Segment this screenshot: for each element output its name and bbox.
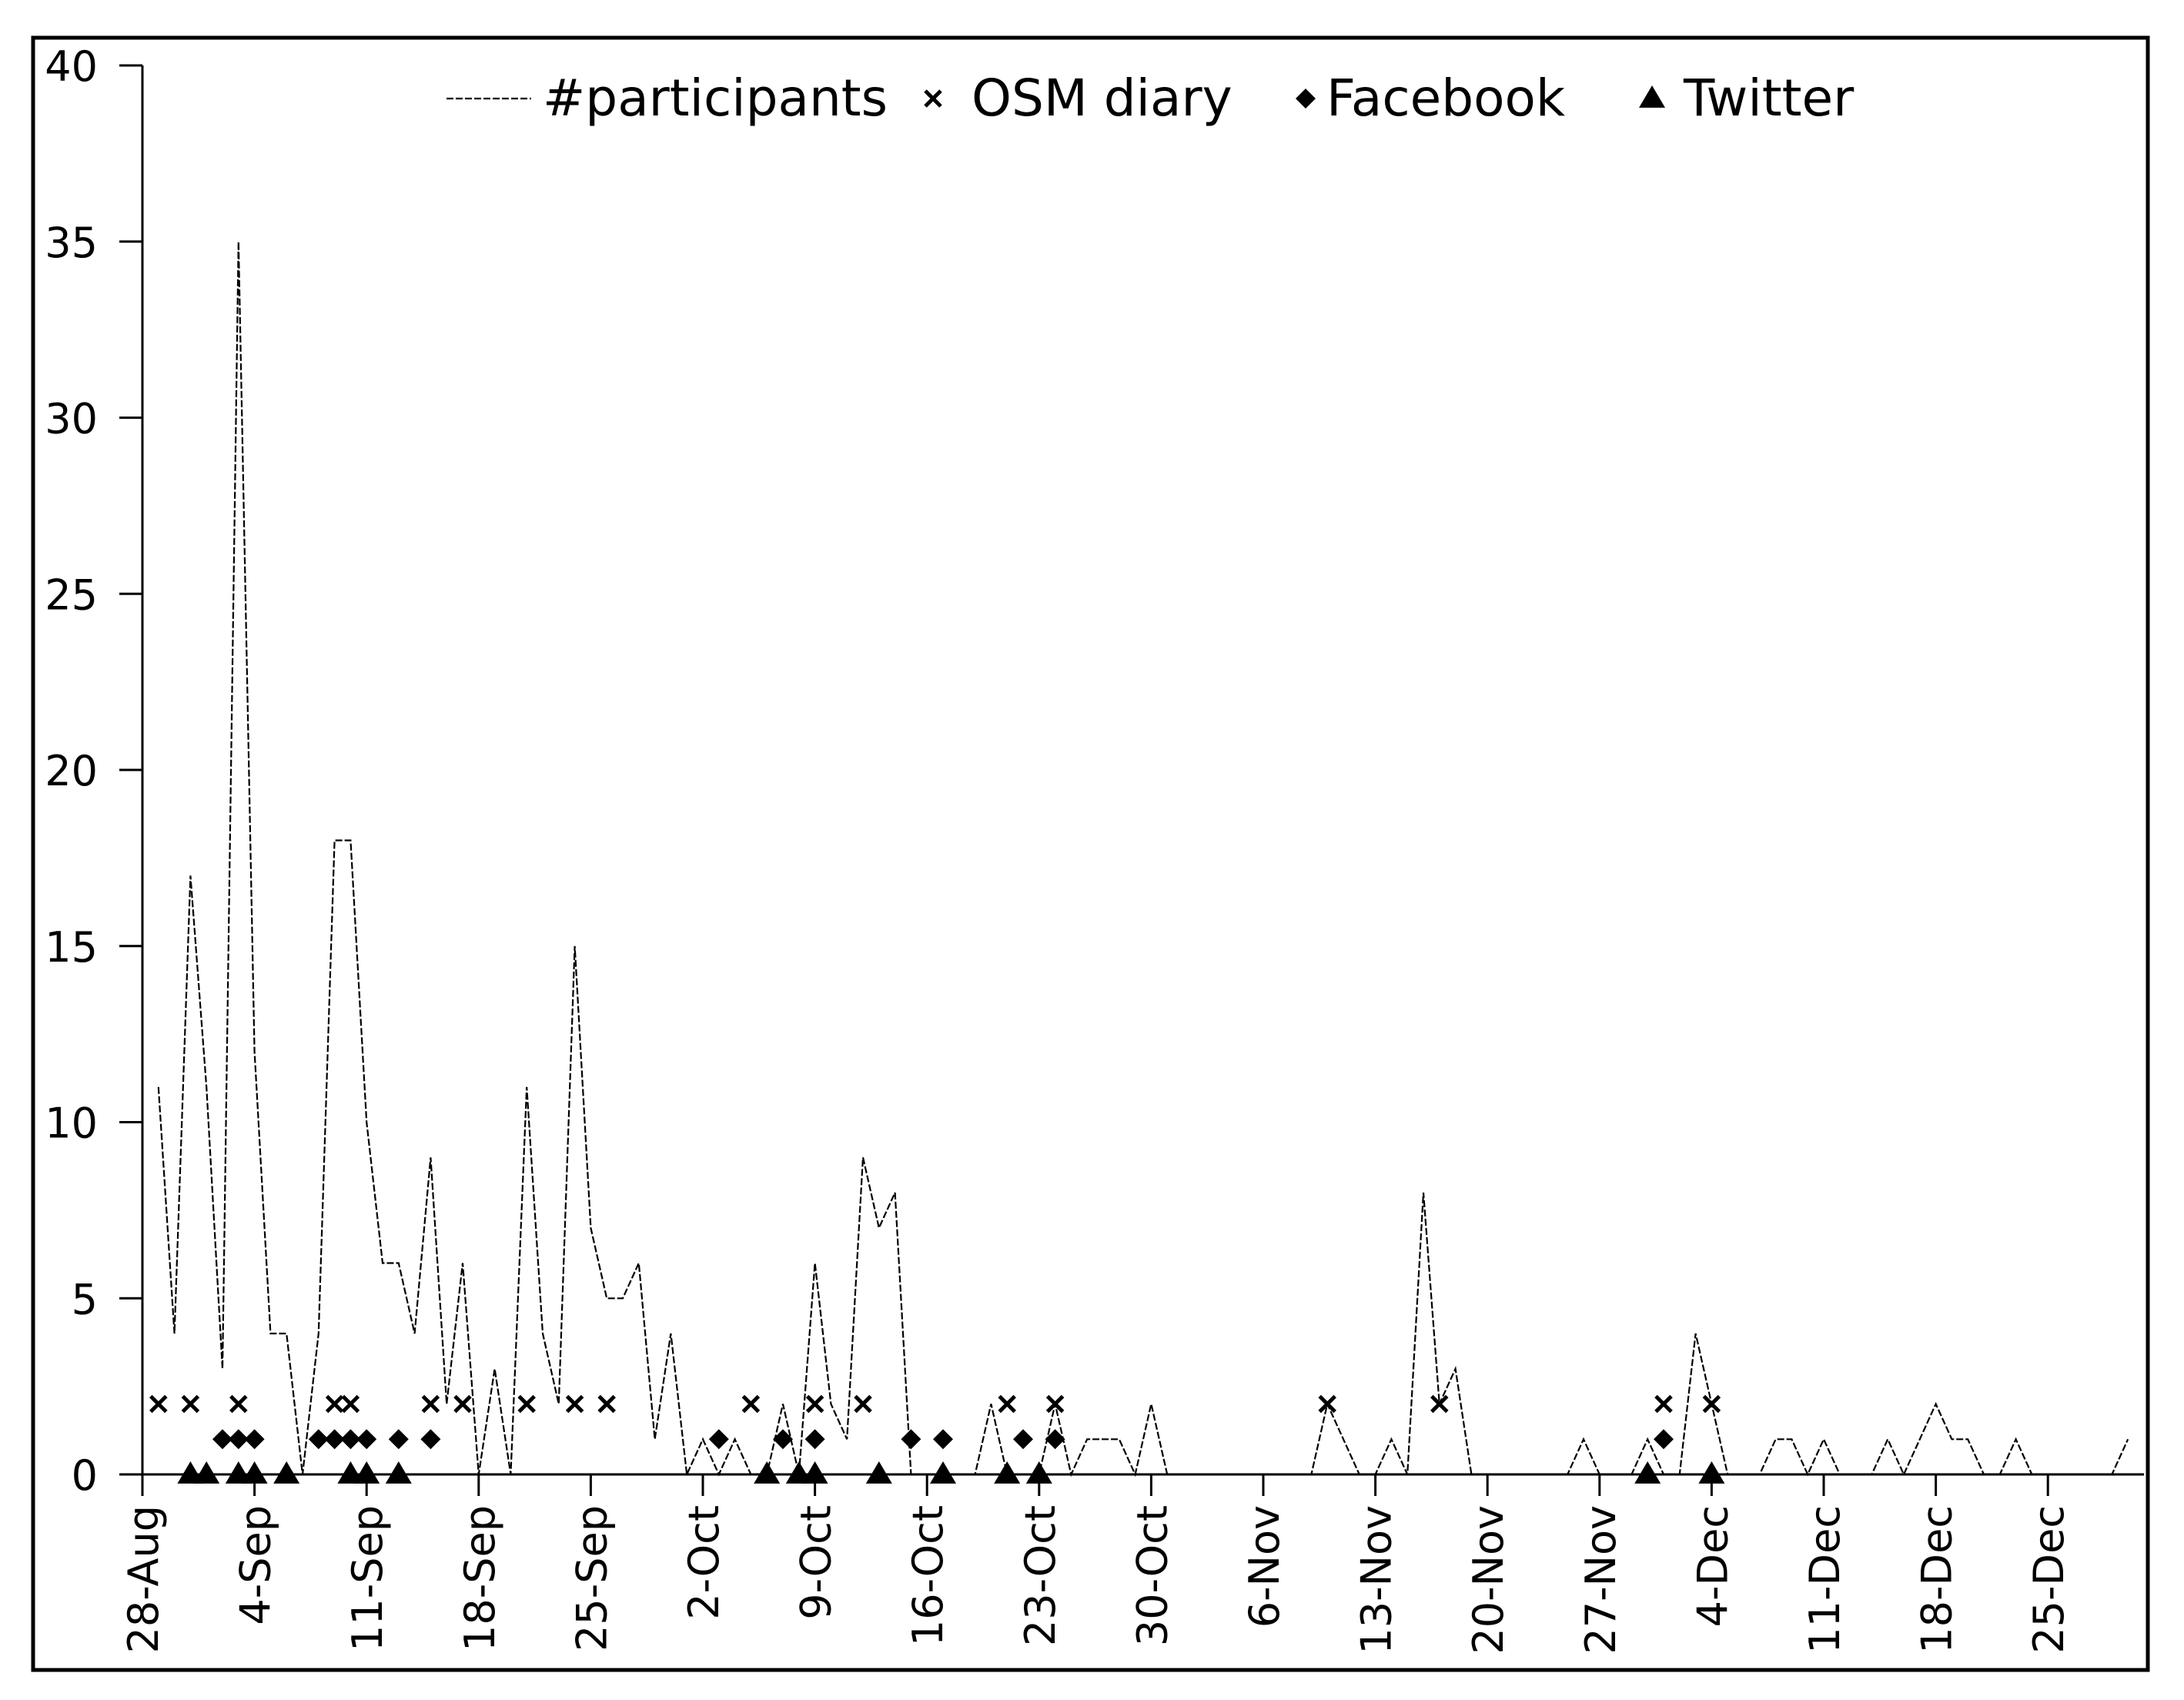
marker-twitter xyxy=(1634,1461,1661,1484)
marker-osm-diary xyxy=(1318,1394,1336,1414)
plot-area xyxy=(149,241,2129,1484)
marker-facebook xyxy=(804,1429,825,1450)
x-tick-label: 2-Oct xyxy=(680,1505,728,1620)
marker-twitter xyxy=(1025,1461,1052,1484)
marker-twitter xyxy=(930,1461,956,1484)
x-tick-label: 18-Sep xyxy=(456,1505,504,1651)
marker-osm-diary xyxy=(149,1394,168,1414)
y-axis: 0 5 10 15 20 25 30 35 40 xyxy=(45,42,144,1500)
x-tick-label: 25-Dec xyxy=(2025,1505,2073,1654)
y-tick-label: 30 xyxy=(45,395,98,443)
x-tick-label: 23-Oct xyxy=(1016,1505,1065,1646)
legend-swatch-facebook xyxy=(1296,89,1316,109)
marker-osm-diary xyxy=(805,1394,824,1414)
x-tick-label: 6-Nov xyxy=(1240,1505,1289,1628)
marker-twitter xyxy=(273,1461,300,1484)
x-tick-label: 13-Nov xyxy=(1353,1505,1401,1655)
x-tick-label: 27-Nov xyxy=(1577,1505,1625,1655)
marker-facebook xyxy=(356,1429,377,1450)
y-tick-label: 5 xyxy=(72,1275,98,1324)
x-tick-label: 25-Sep xyxy=(567,1505,616,1651)
marker-osm-diary xyxy=(998,1394,1016,1414)
marker-facebook xyxy=(308,1429,329,1450)
marker-facebook xyxy=(933,1429,953,1450)
y-tick-label: 10 xyxy=(45,1099,98,1148)
marker-osm-diary xyxy=(741,1394,761,1414)
legend-label-twitter: Twitter xyxy=(1683,69,1855,128)
marker-twitter xyxy=(353,1461,380,1484)
marker-osm-diary xyxy=(854,1394,872,1414)
marker-osm-diary xyxy=(341,1394,360,1414)
y-tick-label: 40 xyxy=(45,42,98,91)
marker-facebook xyxy=(212,1429,232,1450)
legend-label-facebook: Facebook xyxy=(1326,69,1566,128)
series-line-participants xyxy=(157,241,2129,1478)
x-tick-label: 30-Oct xyxy=(1128,1505,1176,1646)
marker-facebook xyxy=(420,1429,441,1450)
marker-twitter xyxy=(193,1461,220,1484)
y-tick-label: 15 xyxy=(45,923,98,972)
marker-facebook xyxy=(901,1429,921,1450)
marker-twitter xyxy=(801,1461,828,1484)
marker-twitter xyxy=(1698,1461,1725,1484)
x-tick-label: 11-Sep xyxy=(343,1505,392,1651)
marker-facebook xyxy=(324,1429,345,1450)
marker-facebook xyxy=(708,1429,729,1450)
marker-facebook xyxy=(1045,1429,1065,1450)
marker-osm-diary xyxy=(421,1394,440,1414)
marker-facebook xyxy=(244,1429,265,1450)
marker-osm-diary xyxy=(597,1394,616,1414)
y-tick-label: 0 xyxy=(72,1451,98,1500)
legend: #participants OSM diary Facebook Twitter xyxy=(446,69,1855,128)
y-tick-label: 20 xyxy=(45,747,98,795)
marker-facebook xyxy=(388,1429,409,1450)
y-tick-label: 25 xyxy=(45,571,98,619)
marker-twitter xyxy=(754,1461,781,1484)
marker-osm-diary xyxy=(1430,1394,1449,1414)
marker-facebook xyxy=(1013,1429,1033,1450)
marker-osm-diary xyxy=(1045,1394,1065,1414)
marker-twitter xyxy=(385,1461,412,1484)
legend-label-osm-diary: OSM diary xyxy=(972,69,1232,128)
legend-swatch-osm-diary xyxy=(924,89,942,108)
marker-facebook xyxy=(773,1429,793,1450)
x-tick-label: 20-Nov xyxy=(1464,1505,1513,1655)
marker-twitter xyxy=(865,1461,892,1484)
legend-swatch-twitter xyxy=(1639,85,1665,108)
marker-facebook xyxy=(228,1429,249,1450)
chart-frame xyxy=(31,35,2150,1672)
marker-facebook xyxy=(340,1429,361,1450)
marker-osm-diary xyxy=(325,1394,344,1414)
marker-osm-diary xyxy=(1654,1394,1673,1414)
marker-osm-diary xyxy=(181,1394,200,1414)
marker-facebook xyxy=(1654,1429,1674,1450)
x-tick-label: 11-Dec xyxy=(1801,1505,1849,1654)
marker-osm-diary xyxy=(1702,1394,1721,1414)
x-axis: 28-Aug 4-Sep 11-Sep 18-Sep 25-Sep 2-Oct 9-Oct 1… xyxy=(119,1473,2144,1655)
marker-osm-diary xyxy=(229,1394,248,1414)
legend-label-participants: #participants xyxy=(543,69,888,128)
x-tick-label: 18-Dec xyxy=(1913,1505,1962,1654)
x-tick-label: 4-Dec xyxy=(1688,1505,1737,1627)
marker-twitter xyxy=(994,1461,1021,1484)
x-tick-label: 9-Oct xyxy=(792,1505,841,1620)
y-tick-label: 35 xyxy=(45,219,98,267)
marker-osm-diary xyxy=(517,1394,536,1414)
x-tick-label: 4-Sep xyxy=(232,1505,280,1625)
marker-osm-diary xyxy=(565,1394,584,1414)
x-tick-label: 28-Aug xyxy=(119,1505,168,1653)
marker-twitter xyxy=(241,1461,268,1484)
x-tick-label: 16-Oct xyxy=(904,1505,952,1646)
marker-osm-diary xyxy=(453,1394,472,1414)
